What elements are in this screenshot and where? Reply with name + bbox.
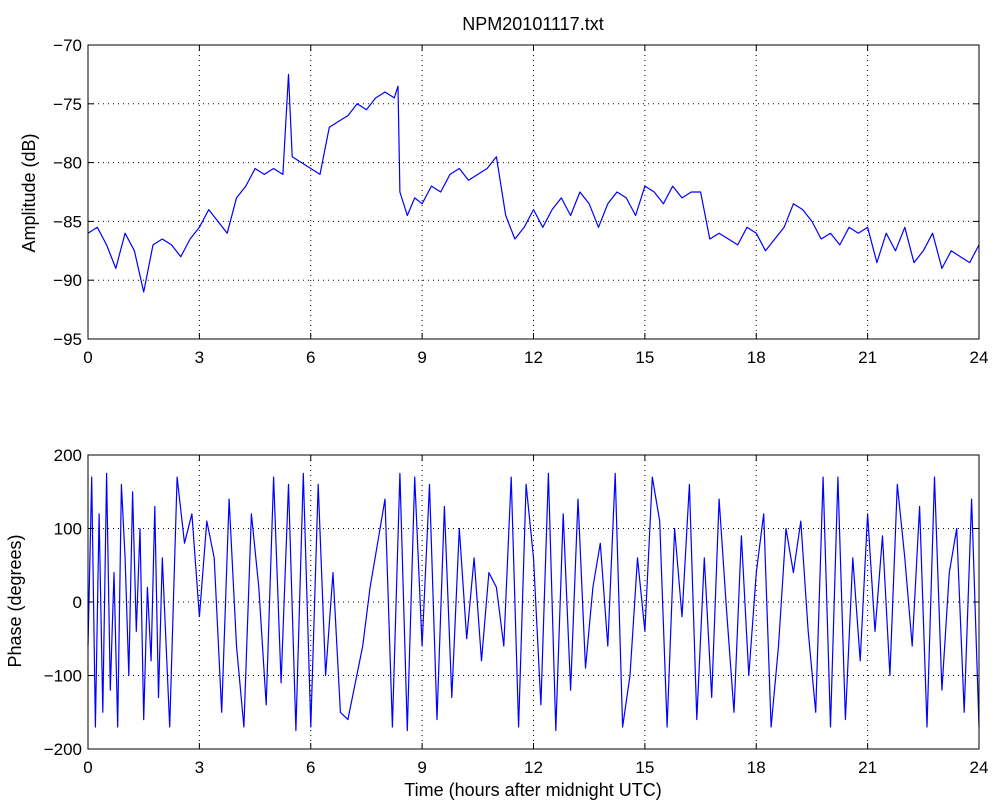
y-tick-label: −100	[44, 667, 82, 686]
y-tick-label: 100	[54, 520, 82, 539]
x-tick-label: 21	[858, 758, 877, 777]
x-tick-label: 18	[747, 348, 766, 367]
x-tick-label: 15	[635, 758, 654, 777]
x-tick-label: 0	[83, 758, 92, 777]
series-line	[87, 73, 980, 293]
x-tick-label: 3	[195, 758, 204, 777]
x-tick-label: 3	[195, 348, 204, 367]
x-tick-label: 6	[306, 348, 315, 367]
y-tick-label: 200	[54, 446, 82, 465]
x-tick-label: 21	[858, 348, 877, 367]
grid-lines	[88, 455, 979, 749]
y-tick-label: −200	[44, 740, 82, 759]
series-line	[87, 472, 980, 732]
phase-panel: Phase (degrees) Time (hours after midnig…	[5, 446, 988, 800]
x-axis-label: Time (hours after midnight UTC)	[404, 780, 661, 800]
y-tick-label: −80	[53, 154, 82, 173]
y-tick-label: −85	[53, 212, 82, 231]
data-line-group	[87, 472, 980, 732]
x-tick-label: 12	[524, 758, 543, 777]
x-tick-label: 24	[970, 348, 989, 367]
chart-title: NPM20101117.txt	[462, 14, 603, 34]
y-tick-label: −75	[53, 95, 82, 114]
y-tick-label: −70	[53, 36, 82, 55]
y-tick-label: −90	[53, 271, 82, 290]
x-tick-label: 18	[747, 758, 766, 777]
tick-group: 0 3 6 9 12 15 18 21 24 −95 −90 −85 −80 −75 −70	[53, 36, 988, 367]
y-axis-label: Amplitude (dB)	[19, 133, 39, 252]
x-tick-label: 9	[417, 758, 426, 777]
y-tick-label: −95	[53, 330, 82, 349]
x-tick-label: 15	[635, 348, 654, 367]
y-axis-label: Phase (degrees)	[5, 534, 25, 667]
x-tick-label: 6	[306, 758, 315, 777]
tick-group: 0 3 6 9 12 15 18 21 24 −200 −100 0 100 200	[44, 446, 989, 777]
x-tick-label: 12	[524, 348, 543, 367]
x-tick-label: 24	[970, 758, 989, 777]
x-tick-label: 0	[83, 348, 92, 367]
amplitude-panel: NPM20101117.txt Amplitude (dB) 0 3 6 9 12 15 1…	[19, 14, 988, 367]
x-tick-label: 9	[417, 348, 426, 367]
y-tick-label: 0	[73, 593, 82, 612]
grid-lines	[88, 45, 979, 339]
data-line-group	[87, 73, 980, 293]
